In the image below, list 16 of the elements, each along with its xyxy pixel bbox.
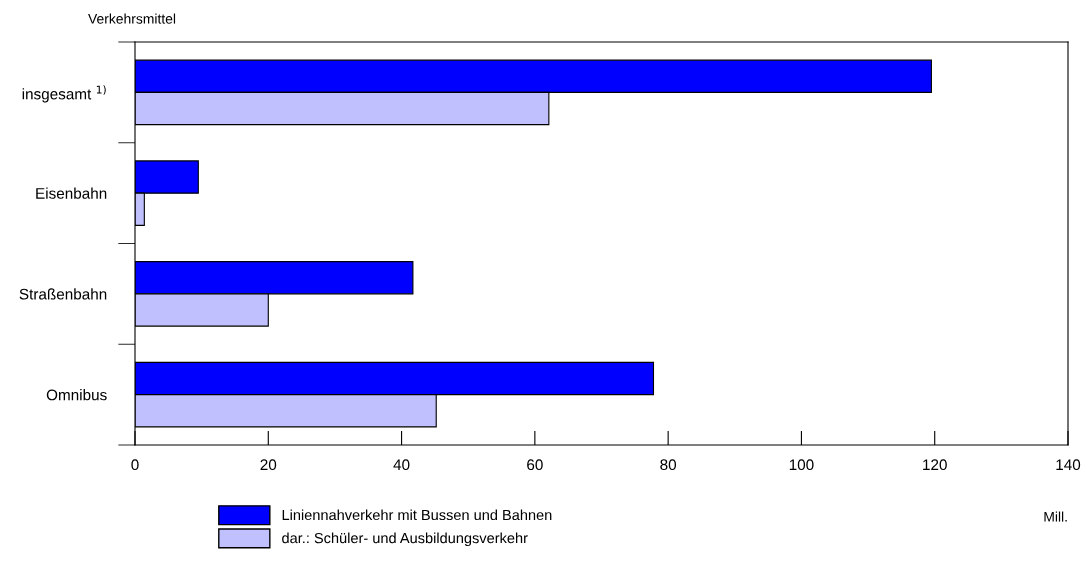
x-tick-label: 80: [660, 459, 677, 471]
x-tick-label: 0: [131, 459, 139, 471]
x-tick-label: 20: [260, 459, 277, 471]
y-axis-title: Verkehrsmittel: [88, 13, 176, 24]
x-tick-label: 60: [527, 459, 543, 471]
x-tick-label: 140: [1056, 459, 1081, 471]
x-axis-title: Mill.: [1044, 511, 1067, 522]
y-tick-label: Eisenbahn: [36, 187, 107, 199]
x-tick-label: 40: [393, 459, 410, 471]
y-tick-label: Omnibus: [46, 389, 107, 401]
y-tick-label: Straßenbahn: [19, 288, 107, 300]
x-tick-label: 120: [923, 459, 947, 471]
legend-label: Liniennahverkehr mit Bussen und Bahnen: [282, 509, 552, 521]
y-tick-label: insgesamt $^{1)}$: [22, 85, 106, 103]
legend-label: dar.: Schüler- und Ausbildungsverkehr: [282, 532, 528, 547]
x-tick-label: 100: [789, 459, 814, 471]
